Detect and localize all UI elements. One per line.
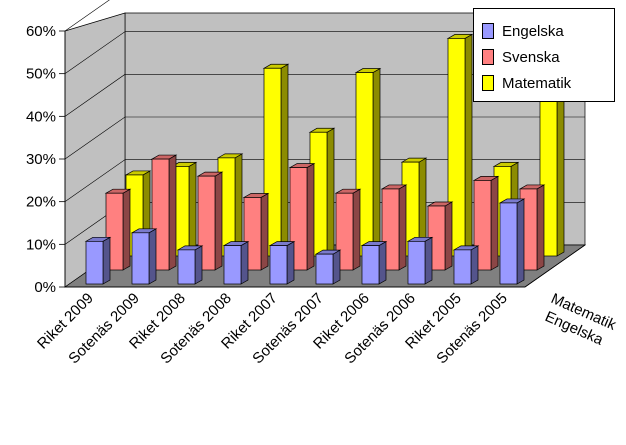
y-tick-label: 30%: [26, 151, 56, 168]
bars: [84, 33, 566, 285]
bar-engelska-riket-2008: [176, 245, 204, 285]
legend: Engelska Svenska Matematik: [473, 8, 615, 102]
bar-engelska-riket-2007: [268, 240, 296, 285]
legend-label-svenska: Svenska: [502, 48, 560, 66]
bar-engelska-soten-s-2005: [498, 198, 526, 285]
legend-item-matematik: Matematik: [482, 71, 571, 95]
gridline: [64, 0, 110, 32]
bar-engelska-soten-s-2008: [222, 240, 250, 285]
bar-engelska-riket-2006: [360, 240, 388, 285]
bar-engelska-riket-2009: [84, 236, 112, 285]
y-tick-label: 10%: [26, 236, 56, 253]
legend-item-svenska: Svenska: [482, 45, 560, 69]
y-tick-label: 0%: [34, 279, 56, 296]
bar-matematik-soten-s-2006: [446, 33, 474, 257]
legend-label-engelska: Engelska: [502, 22, 564, 40]
bar-svenska-riket-2006: [380, 184, 408, 271]
bar-engelska-soten-s-2009: [130, 228, 158, 285]
gridline: [64, 159, 585, 202]
legend-swatch-svenska: [482, 49, 494, 65]
bar-engelska-soten-s-2006: [406, 236, 434, 285]
legend-swatch-engelska: [482, 23, 494, 39]
bar-svenska-riket-2008: [196, 171, 224, 271]
gridline: [64, 116, 585, 160]
legend-item-engelska: Engelska: [482, 19, 564, 43]
y-axis: 0% 10% 20% 30% 40% 50% 60%: [26, 23, 586, 296]
bar-engelska-soten-s-2007: [314, 249, 342, 285]
bar-engelska-riket-2005: [452, 245, 480, 285]
depth-axis-line: [524, 244, 586, 288]
legend-label-matematik: Matematik: [502, 74, 572, 92]
gridline: [64, 31, 585, 74]
legend-swatch-matematik: [482, 75, 494, 91]
y-tick-label: 60%: [26, 23, 56, 40]
y-tick-label: 20%: [26, 194, 56, 211]
gridline: [64, 74, 585, 117]
y-tick-label: 40%: [26, 108, 56, 125]
y-tick-label: 50%: [26, 66, 56, 83]
